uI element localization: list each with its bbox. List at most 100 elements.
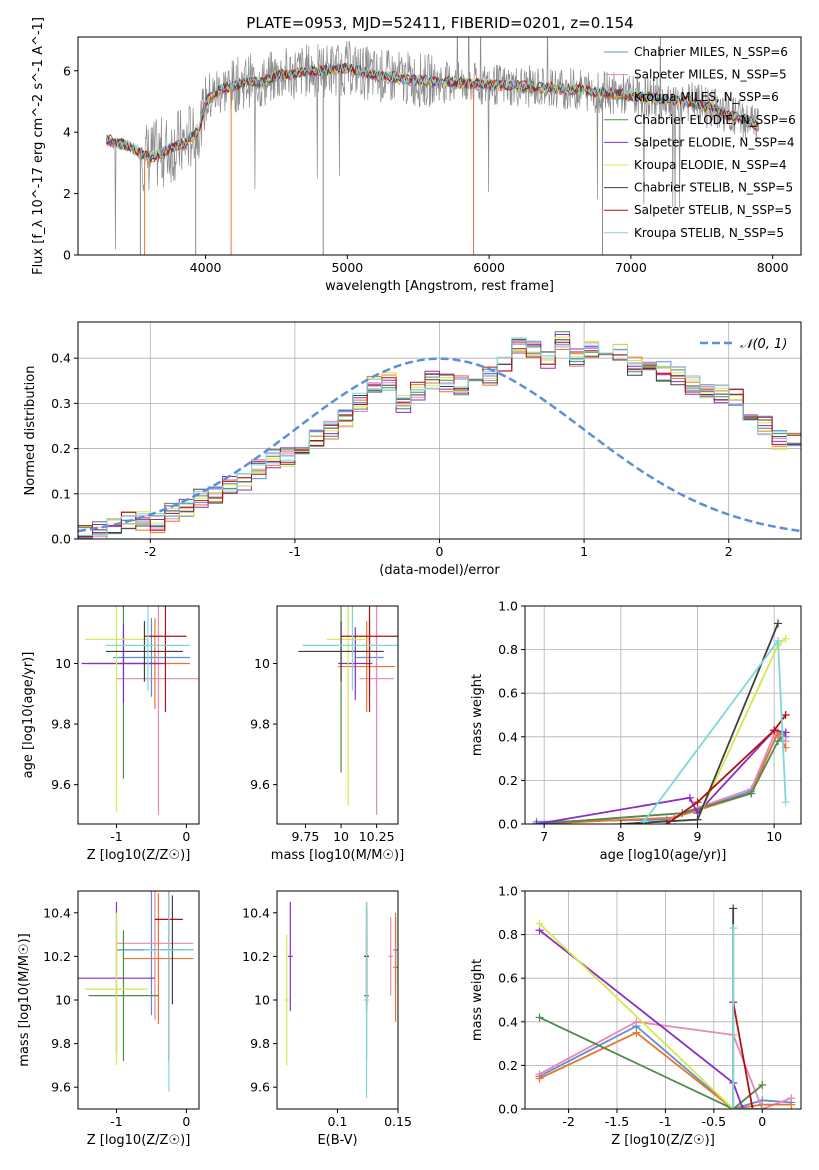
x-axis-label: mass [log10(M/M☉)] xyxy=(271,848,404,863)
x-axis-label: Z [log10(Z/Z☉)] xyxy=(87,848,191,863)
y-tick-label: 9.6 xyxy=(51,1080,71,1095)
y-axis-label: age [log10(age/yr)] xyxy=(21,652,36,779)
mass-weight-marker xyxy=(685,793,694,802)
mass-weight-marker xyxy=(616,820,625,824)
legend-entry: Kroupa STELIB, N_SSP=5 xyxy=(634,226,784,240)
x-tick-label: 2 xyxy=(725,544,733,559)
x-tick-label: 0 xyxy=(182,1114,190,1129)
y-tick-label: 10 xyxy=(254,656,270,671)
mass-weight-marker xyxy=(535,1074,544,1083)
mass-weight-line-9 xyxy=(732,928,763,1109)
x-axis-label: wavelength [Angstrom, rest frame] xyxy=(325,279,554,294)
y-tick-label: 0.6 xyxy=(498,971,518,986)
y-tick-label: 0.4 xyxy=(51,351,71,366)
y-tick-label: 2 xyxy=(63,186,71,201)
y-tick-label: 0.0 xyxy=(498,817,518,832)
spectrum-legend: Chabrier MILES, N_SSP=6 Salpeter MILES, N… xyxy=(604,45,796,240)
legend-entry: Salpeter ELODIE, N_SSP=4 xyxy=(634,135,795,149)
y-tick-label: 0.3 xyxy=(51,396,71,411)
mass-weight-marker xyxy=(532,820,541,824)
y-tick-label: 0.8 xyxy=(498,642,518,657)
mass-weight-marker xyxy=(781,798,790,807)
panel-age-vs-metallicity: -1 0 9.6 9.8 10 Z [log10(Z/Z☉)] age [log10(age… xyxy=(21,605,200,863)
histogram-step-7 xyxy=(78,338,801,537)
y-tick-label: 4 xyxy=(63,125,71,140)
y-tick-label: 0 xyxy=(63,248,71,263)
y-axis-label: mass [log10(M/M☉)] xyxy=(17,933,32,1066)
x-tick-label: -1 xyxy=(289,544,301,559)
x-tick-label: -0.5 xyxy=(702,1114,726,1129)
x-tick-label: 10 xyxy=(333,829,349,844)
mass-weight-line-4 xyxy=(539,1016,763,1109)
x-tick-label: 8 xyxy=(617,829,625,844)
y-tick-label: 10 xyxy=(55,656,71,671)
x-tick-label: 9 xyxy=(694,829,702,844)
x-tick-label: 0.15 xyxy=(384,1114,412,1129)
mass-weight-line-5 xyxy=(536,729,786,824)
x-tick-label: -2 xyxy=(144,544,156,559)
mass-weight-marker xyxy=(662,820,671,824)
legend-entry: Kroupa MILES, N_SSP=6 xyxy=(634,90,779,104)
legend-entry: Chabrier STELIB, N_SSP=5 xyxy=(634,181,793,195)
y-tick-label: 0.2 xyxy=(498,1058,518,1073)
x-axis-label: E(B-V) xyxy=(317,1133,357,1148)
plot-area xyxy=(105,37,759,255)
plot-area xyxy=(78,331,801,539)
normal-curve xyxy=(78,357,801,533)
x-tick-label: 1 xyxy=(580,544,588,559)
plot-area xyxy=(284,901,398,1099)
model-spectrum-9 xyxy=(105,61,759,162)
mass-weight-marker xyxy=(729,1105,738,1109)
plot-area xyxy=(81,606,199,815)
axes-frame xyxy=(524,605,802,825)
panel-mass-vs-metallicity: -1 0 9.6 9.8 10 10.2 10.4 Z [log10(Z/Z☉)] mass [… xyxy=(17,890,200,1148)
x-tick-label: 9.75 xyxy=(292,829,320,844)
mass-weight-marker xyxy=(729,924,738,933)
plot-area xyxy=(298,606,398,815)
axes-frame xyxy=(77,605,200,825)
mass-weight-marker xyxy=(770,726,779,735)
y-axis-label: Normed distribution xyxy=(23,366,38,496)
plot-area xyxy=(532,619,790,824)
mass-weight-marker xyxy=(758,1081,767,1090)
mass-weight-line-1 xyxy=(539,1025,792,1109)
x-tick-label: 4000 xyxy=(190,260,222,275)
mass-weight-marker xyxy=(774,619,782,628)
legend-entry: Chabrier MILES, N_SSP=6 xyxy=(634,45,788,59)
mass-weight-line-3 xyxy=(536,730,787,824)
figure-title: PLATE=0953, MJD=52411, FIBERID=0201, z=0… xyxy=(246,14,633,32)
y-tick-label: 1.0 xyxy=(498,599,518,614)
mass-weight-line-8 xyxy=(666,714,787,824)
mass-weight-marker xyxy=(748,1105,757,1109)
y-tick-label: 0.6 xyxy=(498,686,518,701)
mass-weight-line-4 xyxy=(536,731,787,824)
y-tick-label: 0.2 xyxy=(498,773,518,788)
histogram-step-4 xyxy=(78,331,801,534)
y-tick-label: 9.6 xyxy=(250,1080,270,1095)
panel-residual-histogram: -2 -1 0 1 2 0.0 0.1 0.2 0.3 0.4 (data-model)/error… xyxy=(23,321,802,578)
y-tick-label: 9.6 xyxy=(250,777,270,792)
mass-weight-marker xyxy=(747,789,756,798)
x-axis-label: Z [log10(Z/Z☉)] xyxy=(87,1133,191,1148)
mass-weight-marker xyxy=(535,1013,544,1022)
axes-frame xyxy=(77,36,802,256)
y-tick-label: 10.4 xyxy=(43,905,71,920)
x-tick-label: 0 xyxy=(758,1114,766,1129)
x-tick-label: -1 xyxy=(659,1114,671,1129)
x-tick-label: 0 xyxy=(182,829,190,844)
x-tick-label: 0 xyxy=(436,544,444,559)
y-axis-label: mass weight xyxy=(470,959,485,1041)
panel-mass-weight-vs-metallicity: -2 -1.5 -1 -0.5 0 0.0 0.2 0.4 0.6 0.8 1.0 Z [log10(… xyxy=(470,884,802,1148)
mass-weight-line-8 xyxy=(732,1002,763,1109)
axes-frame xyxy=(524,890,802,1110)
y-tick-label: 10.4 xyxy=(242,905,270,920)
x-tick-label: 6000 xyxy=(473,260,505,275)
x-axis-label: (data-model)/error xyxy=(379,563,500,578)
x-tick-label: 10.25 xyxy=(359,829,395,844)
legend-entry: Chabrier ELODIE, N_SSP=6 xyxy=(634,113,796,127)
mass-weight-marker xyxy=(729,904,738,913)
mass-weight-marker xyxy=(632,1028,641,1037)
y-tick-label: 6 xyxy=(63,63,71,78)
y-axis-label: mass weight xyxy=(470,674,485,756)
y-tick-label: 0.4 xyxy=(498,729,518,744)
